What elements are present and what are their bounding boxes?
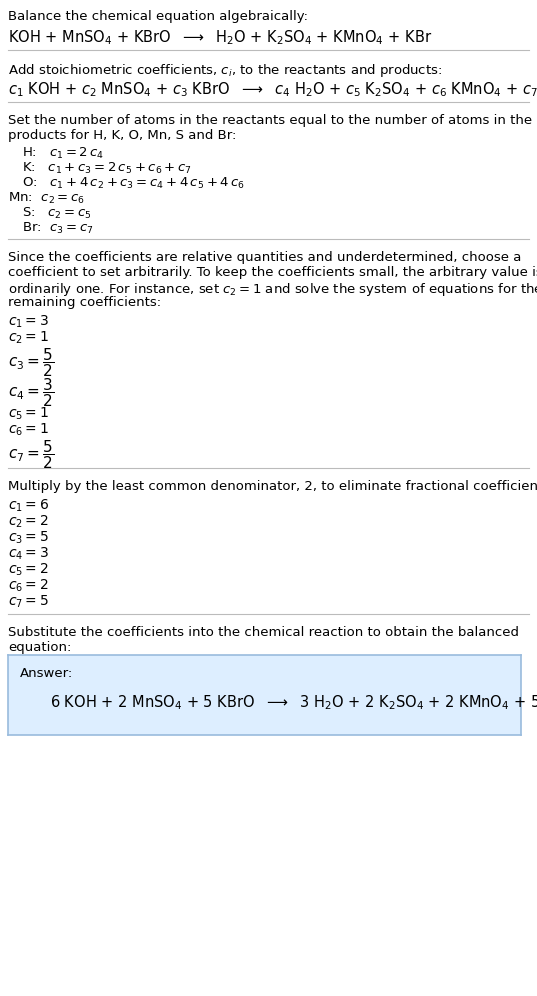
Text: $c_4 = \dfrac{3}{2}$: $c_4 = \dfrac{3}{2}$ <box>8 376 54 408</box>
Text: $c_1 = 3$: $c_1 = 3$ <box>8 314 49 331</box>
Text: Set the number of atoms in the reactants equal to the number of atoms in the: Set the number of atoms in the reactants… <box>8 114 532 127</box>
Text: $c_5 = 2$: $c_5 = 2$ <box>8 562 49 579</box>
Text: S:   $c_2 = c_5$: S: $c_2 = c_5$ <box>22 206 92 221</box>
Text: $c_6 = 1$: $c_6 = 1$ <box>8 422 49 438</box>
Text: H:   $c_1 = 2\,c_4$: H: $c_1 = 2\,c_4$ <box>22 146 104 161</box>
Text: Substitute the coefficients into the chemical reaction to obtain the balanced: Substitute the coefficients into the che… <box>8 626 519 639</box>
Text: coefficient to set arbitrarily. To keep the coefficients small, the arbitrary va: coefficient to set arbitrarily. To keep … <box>8 266 537 279</box>
Text: $c_2 = 2$: $c_2 = 2$ <box>8 514 49 531</box>
Text: $c_7 = 5$: $c_7 = 5$ <box>8 594 49 611</box>
Text: K:   $c_1 + c_3 = 2\,c_5 + c_6 + c_7$: K: $c_1 + c_3 = 2\,c_5 + c_6 + c_7$ <box>22 161 192 176</box>
Text: remaining coefficients:: remaining coefficients: <box>8 296 161 309</box>
Text: $c_7 = \dfrac{5}{2}$: $c_7 = \dfrac{5}{2}$ <box>8 438 54 471</box>
Text: Add stoichiometric coefficients, $c_i$, to the reactants and products:: Add stoichiometric coefficients, $c_i$, … <box>8 62 442 79</box>
Text: $c_5 = 1$: $c_5 = 1$ <box>8 406 49 422</box>
Text: Since the coefficients are relative quantities and underdetermined, choose a: Since the coefficients are relative quan… <box>8 251 521 264</box>
Text: products for H, K, O, Mn, S and Br:: products for H, K, O, Mn, S and Br: <box>8 129 236 142</box>
Text: $c_3 = \dfrac{5}{2}$: $c_3 = \dfrac{5}{2}$ <box>8 346 54 378</box>
Text: $c_1 = 6$: $c_1 = 6$ <box>8 498 49 514</box>
Text: 6 KOH + 2 MnSO$_4$ + 5 KBrO  $\longrightarrow$  3 H$_2$O + 2 K$_2$SO$_4$ + 2 KMn: 6 KOH + 2 MnSO$_4$ + 5 KBrO $\longrighta… <box>50 693 537 712</box>
Text: O:   $c_1 + 4\,c_2 + c_3 = c_4 + 4\,c_5 + 4\,c_6$: O: $c_1 + 4\,c_2 + c_3 = c_4 + 4\,c_5 + … <box>22 176 245 191</box>
Text: KOH + MnSO$_4$ + KBrO  $\longrightarrow$  H$_2$O + K$_2$SO$_4$ + KMnO$_4$ + KBr: KOH + MnSO$_4$ + KBrO $\longrightarrow$ … <box>8 28 432 47</box>
Text: $c_6 = 2$: $c_6 = 2$ <box>8 578 49 595</box>
Text: $c_3 = 5$: $c_3 = 5$ <box>8 530 49 547</box>
Text: $c_4 = 3$: $c_4 = 3$ <box>8 546 49 563</box>
Text: equation:: equation: <box>8 641 71 654</box>
Text: Br:  $c_3 = c_7$: Br: $c_3 = c_7$ <box>22 221 93 236</box>
Text: Balance the chemical equation algebraically:: Balance the chemical equation algebraica… <box>8 10 308 23</box>
Text: Multiply by the least common denominator, 2, to eliminate fractional coefficient: Multiply by the least common denominator… <box>8 480 537 493</box>
Text: ordinarily one. For instance, set $c_2 = 1$ and solve the system of equations fo: ordinarily one. For instance, set $c_2 =… <box>8 281 537 298</box>
Text: $c_2 = 1$: $c_2 = 1$ <box>8 330 49 347</box>
Text: Answer:: Answer: <box>20 667 73 680</box>
Text: Mn:  $c_2 = c_6$: Mn: $c_2 = c_6$ <box>8 191 85 206</box>
Text: $c_1$ KOH + $c_2$ MnSO$_4$ + $c_3$ KBrO  $\longrightarrow$  $c_4$ H$_2$O + $c_5$: $c_1$ KOH + $c_2$ MnSO$_4$ + $c_3$ KBrO … <box>8 80 537 99</box>
